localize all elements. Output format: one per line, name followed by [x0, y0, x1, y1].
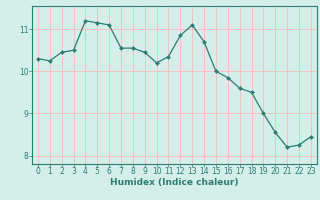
X-axis label: Humidex (Indice chaleur): Humidex (Indice chaleur) [110, 178, 239, 187]
